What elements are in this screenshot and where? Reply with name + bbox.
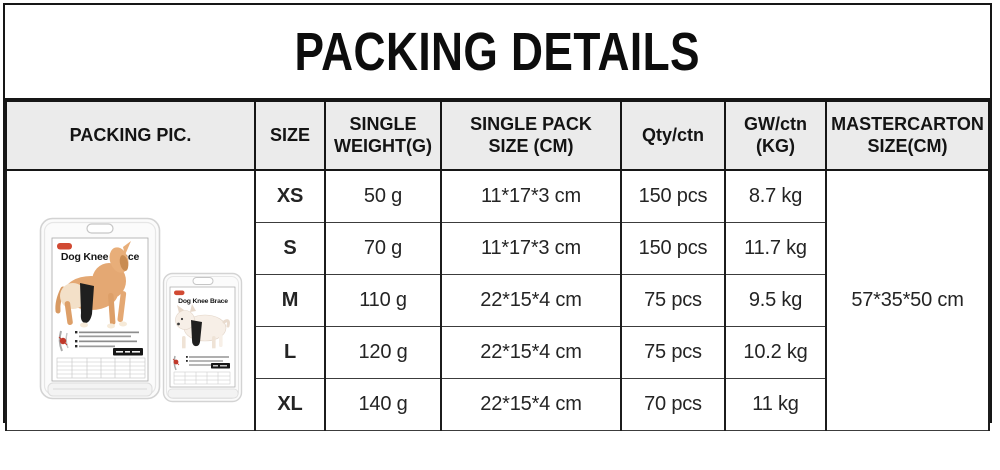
single-pack-size-cell: 22*15*4 cm: [440, 378, 622, 431]
gw-per-ctn-cell: 11 kg: [724, 378, 827, 431]
gw-per-ctn-cell: 10.2 kg: [724, 326, 827, 379]
qty-per-ctn-cell: 75 pcs: [620, 326, 726, 379]
column-header-size: SIZE: [254, 100, 326, 171]
size-cell: XS: [254, 169, 326, 223]
size-cell: XL: [254, 378, 326, 431]
qty-per-ctn-cell: 70 pcs: [620, 378, 726, 431]
feature-bullet-text: [186, 356, 229, 366]
packing-details-panel: PACKING DETAILS PACKING PIC. SIZE SINGLE…: [3, 3, 992, 431]
size-badge: [113, 348, 143, 356]
brand-logo: [174, 290, 185, 296]
gw-per-ctn-cell: 11.7 kg: [724, 222, 827, 275]
product-package-large-image: Dog Knee Brace: [39, 217, 161, 400]
gw-per-ctn-cell: 9.5 kg: [724, 274, 827, 327]
hang-hole: [192, 277, 214, 285]
table-row: L 120 g 22*15*4 cm 75 pcs 10.2 kg: [6, 326, 989, 379]
table-row: Dog Knee Brace: [5, 169, 990, 431]
table-row: XL 140 g 22*15*4 cm 70 pcs 11 kg: [6, 378, 989, 431]
dog-illustration: [175, 304, 230, 352]
product-title-text: Dog Knee Brace: [178, 298, 228, 305]
single-pack-size-cell: 22*15*4 cm: [440, 274, 622, 327]
gw-per-ctn-cell: 8.7 kg: [724, 169, 827, 223]
leg-diagram: [58, 330, 69, 352]
column-header-packing-pic: PACKING PIC.: [5, 100, 256, 171]
qty-per-ctn-cell: 150 pcs: [620, 222, 726, 275]
size-cell: M: [254, 274, 326, 327]
single-pack-size-cell: 11*17*3 cm: [440, 169, 622, 223]
qty-per-ctn-cell: 150 pcs: [620, 169, 726, 223]
brand-logo: [57, 243, 72, 250]
column-header-gw-per-ctn: GW/ctn (KG): [724, 100, 827, 171]
table-row: S 70 g 11*17*3 cm 150 pcs 11.7 kg: [6, 222, 989, 275]
feature-bullet-text: [75, 331, 139, 348]
header-row: PACKING PIC. SIZE SINGLE WEIGHT(G) SINGL…: [5, 100, 990, 171]
mastercarton-size-cell: 57*35*50 cm: [825, 169, 990, 431]
size-chart-mini-table: [173, 371, 231, 385]
single-weight-cell: 140 g: [324, 378, 442, 431]
column-header-qty-per-ctn: Qty/ctn: [620, 100, 726, 171]
column-header-single-pack-size: SINGLE PACK SIZE (CM): [440, 100, 622, 171]
single-weight-cell: 110 g: [324, 274, 442, 327]
blister-flange: [167, 388, 239, 399]
page-title: PACKING DETAILS: [294, 21, 701, 82]
knee-brace-graphic: [191, 320, 202, 347]
single-pack-size-cell: 22*15*4 cm: [440, 326, 622, 379]
single-weight-cell: 120 g: [324, 326, 442, 379]
single-pack-size-cell: 11*17*3 cm: [440, 222, 622, 275]
column-header-single-weight: SINGLE WEIGHT(G): [324, 100, 442, 171]
size-chart-mini-table: [56, 357, 146, 379]
qty-per-ctn-cell: 75 pcs: [620, 274, 726, 327]
packing-pic-cell: Dog Knee Brace: [5, 169, 256, 431]
product-package-small-image: Dog Knee Brace: [162, 272, 243, 403]
single-weight-cell: 50 g: [324, 169, 442, 223]
leg-diagram: [172, 355, 180, 371]
hang-hole: [86, 223, 114, 234]
table-row: M 110 g 22*15*4 cm 75 pcs 9.5 kg: [6, 274, 989, 327]
column-header-mastercarton-size: MASTERCARTON SIZE(CM): [825, 100, 990, 171]
size-cell: L: [254, 326, 326, 379]
title-bar: PACKING DETAILS: [5, 5, 990, 100]
dog-illustration: [55, 241, 131, 329]
knee-brace-graphic: [80, 283, 94, 323]
packing-table: PACKING PIC. SIZE SINGLE WEIGHT(G) SINGL…: [5, 100, 990, 431]
size-cell: S: [254, 222, 326, 275]
single-weight-cell: 70 g: [324, 222, 442, 275]
size-badge: [211, 363, 230, 369]
